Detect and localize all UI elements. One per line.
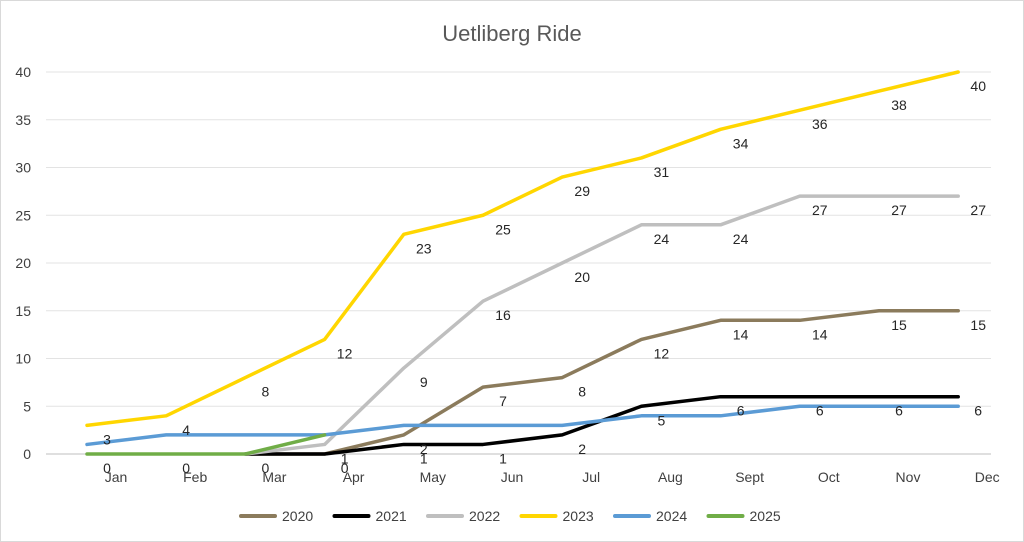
data-label-2023: 25	[495, 221, 511, 237]
data-label-2023: 40	[970, 78, 986, 94]
data-label-2022: 27	[891, 202, 907, 218]
x-tick-label: Feb	[183, 469, 207, 485]
data-label-2021: 1	[499, 450, 507, 466]
x-tick-label: Oct	[818, 469, 840, 485]
x-axis-ticks: Jan Feb Mar Apr May Jun Jul Aug Sept Oct Nov Dec	[105, 469, 1000, 485]
x-tick-label: Jul	[582, 469, 600, 485]
data-label-2020: 14	[733, 326, 749, 342]
y-tick-label: 10	[15, 351, 31, 367]
legend: 2020 2021 2022 2023 2024 2025	[239, 508, 781, 524]
data-label-2020: 14	[812, 326, 828, 342]
data-label-2023: 12	[337, 345, 353, 361]
legend-label-2022: 2022	[469, 508, 500, 524]
data-label-2023: 36	[812, 116, 828, 132]
data-label-2023: 31	[654, 164, 670, 180]
x-tick-label: Sept	[735, 469, 764, 485]
series-line-2022	[243, 194, 960, 456]
series-line-2023	[85, 70, 960, 428]
y-tick-label: 30	[15, 160, 31, 176]
data-label-2023: 29	[574, 183, 590, 199]
data-label-2023: 3	[103, 431, 111, 447]
data-label-2020: 7	[499, 393, 507, 409]
data-label-2021: 5	[658, 412, 666, 428]
y-tick-label: 0	[23, 446, 31, 462]
y-tick-label: 15	[15, 303, 31, 319]
data-label-2021: 6	[974, 403, 982, 419]
y-tick-label: 35	[15, 112, 31, 128]
data-label-2023: 23	[416, 240, 432, 256]
data-label-2020: 15	[970, 317, 986, 333]
data-label-2021: 2	[578, 441, 586, 457]
series-line-2024	[85, 404, 960, 447]
series-lines	[85, 70, 960, 456]
data-label-2021: 0	[341, 460, 349, 476]
data-label-2023: 4	[182, 422, 190, 438]
x-tick-label: Jan	[105, 469, 128, 485]
y-tick-label: 5	[23, 398, 31, 414]
data-label-2021: 6	[737, 403, 745, 419]
y-axis-ticks: 0 5 10 15 20 25 30 35 40	[15, 64, 31, 462]
series-line-2020	[243, 309, 960, 456]
data-label-2022: 16	[495, 307, 511, 323]
chart-title: Uetliberg Ride	[442, 21, 581, 46]
legend-label-2025: 2025	[750, 508, 781, 524]
data-label-2020: 2	[420, 441, 428, 457]
data-label-2023: 34	[733, 135, 749, 151]
data-label-2022: 20	[574, 269, 590, 285]
x-tick-label: May	[420, 469, 446, 485]
data-label-2022: 0	[262, 460, 270, 476]
x-tick-label: Jun	[501, 469, 524, 485]
series-line-2025	[85, 433, 327, 456]
data-label-2023: 38	[891, 97, 907, 113]
data-label-2025: 0	[103, 460, 111, 476]
x-tick-label: Nov	[896, 469, 921, 485]
legend-label-2021: 2021	[376, 508, 407, 524]
data-label-2023: 8	[262, 384, 270, 400]
data-label-2020: 12	[654, 345, 670, 361]
legend-label-2023: 2023	[563, 508, 594, 524]
x-tick-label: Mar	[262, 469, 286, 485]
x-tick-label: Apr	[343, 469, 365, 485]
y-tick-label: 40	[15, 64, 31, 80]
x-tick-label: Aug	[658, 469, 683, 485]
data-label-2022: 9	[420, 374, 428, 390]
data-label-2020: 15	[891, 317, 907, 333]
data-label-2022: 24	[654, 231, 670, 247]
data-label-2021: 6	[816, 403, 824, 419]
data-label-2025: 0	[182, 460, 190, 476]
data-label-2021: 1	[420, 450, 428, 466]
y-tick-label: 25	[15, 207, 31, 223]
legend-label-2020: 2020	[282, 508, 313, 524]
x-tick-label: Dec	[975, 469, 1000, 485]
data-label-2022: 1	[341, 450, 349, 466]
data-label-2022: 27	[970, 202, 986, 218]
y-tick-label: 20	[15, 255, 31, 271]
legend-label-2024: 2024	[656, 508, 687, 524]
data-label-2022: 24	[733, 231, 749, 247]
data-label-2022: 27	[812, 202, 828, 218]
gridlines	[46, 71, 991, 455]
data-label-2021: 6	[895, 403, 903, 419]
data-label-2020: 8	[578, 384, 586, 400]
